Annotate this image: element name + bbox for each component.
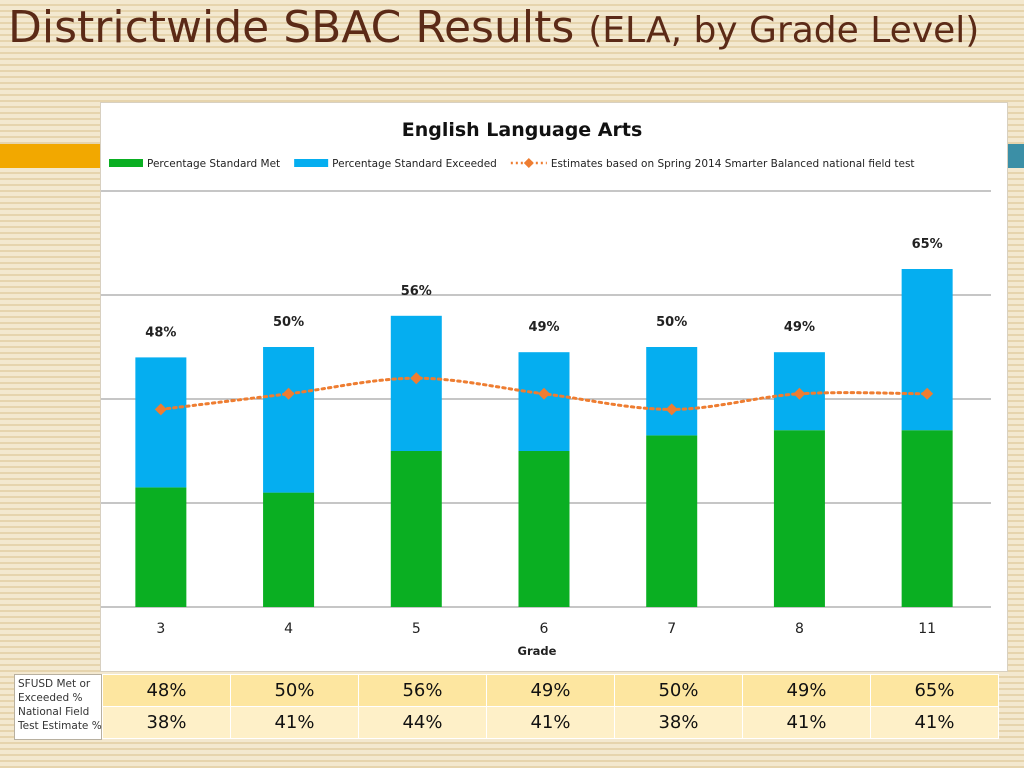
row2-label-line1: National Field — [18, 706, 90, 718]
x-tick-label: 4 — [284, 621, 293, 637]
bar-exceeded-4 — [263, 347, 315, 493]
x-tick-label: 3 — [156, 621, 165, 637]
x-axis-title: Grade — [518, 644, 557, 658]
bar-met-8 — [773, 430, 825, 607]
estimate-marker-11 — [921, 387, 934, 400]
legend-swatch-1 — [109, 159, 143, 167]
chart-svg: English Language Arts Percentage Standard… — [101, 119, 991, 658]
row1-label-line1: SFUSD Met or — [18, 678, 91, 690]
bar-exceeded-6 — [518, 352, 570, 451]
table-cell: 38% — [102, 706, 231, 739]
slide-title: Districtwide SBAC Results (ELA, by Grade… — [8, 2, 979, 53]
row2-label-line2: Test Estimate % — [18, 720, 102, 732]
table-row-met-exceeded: 48% 50% 56% 49% 50% 49% 65% — [102, 674, 999, 707]
table-cell: 41% — [486, 706, 615, 739]
bar-exceeded-11 — [901, 269, 953, 431]
accent-bar-left — [0, 144, 100, 168]
table-cell: 56% — [358, 674, 487, 707]
legend-label-1: Percentage Standard Met — [147, 158, 280, 170]
bar-total-label: 48% — [145, 325, 176, 340]
slide-title-main: Districtwide SBAC Results — [8, 2, 575, 53]
table-cell: 44% — [358, 706, 487, 739]
bar-total-label: 49% — [784, 320, 815, 335]
chart-panel: English Language Arts Percentage Standard… — [100, 102, 1008, 672]
bar-met-7 — [646, 435, 698, 607]
bar-total-label: 56% — [401, 284, 432, 299]
bar-total-label: 50% — [656, 315, 687, 330]
slide-title-subtitle: (ELA, by Grade Level) — [588, 10, 980, 51]
table-cell: 41% — [230, 706, 359, 739]
table-cell: 50% — [614, 674, 743, 707]
bar-exceeded-3 — [135, 357, 187, 488]
bar-met-11 — [901, 430, 953, 607]
x-tick-label: 6 — [540, 621, 549, 637]
bar-total-label: 49% — [528, 320, 559, 335]
bar-exceeded-7 — [646, 347, 698, 436]
data-table: 48% 50% 56% 49% 50% 49% 65% 38% 41% 44% … — [102, 674, 999, 739]
row1-label-line2: Exceeded % — [18, 692, 83, 704]
estimate-marker-3 — [154, 403, 167, 416]
x-tick-label: 8 — [795, 621, 804, 637]
bar-met-3 — [135, 487, 187, 607]
x-tick-label: 5 — [412, 621, 421, 637]
chart-title: English Language Arts — [402, 119, 643, 141]
estimate-marker-7 — [665, 403, 678, 416]
table-row-field-estimate: 38% 41% 44% 41% 38% 41% 41% — [102, 706, 999, 739]
bar-total-label: 65% — [912, 237, 943, 252]
estimate-marker-5 — [410, 372, 423, 385]
table-row-labels: SFUSD Met or Exceeded % National Field T… — [14, 674, 102, 740]
estimate-marker-4 — [282, 387, 295, 400]
estimate-marker-6 — [538, 387, 550, 400]
bar-total-label: 50% — [273, 315, 304, 330]
legend-marker — [523, 158, 534, 168]
table-cell: 38% — [614, 706, 743, 739]
table-cell: 50% — [230, 674, 359, 707]
legend-swatch-2 — [294, 159, 329, 167]
table-cell: 49% — [742, 674, 871, 707]
table-cell: 41% — [742, 706, 871, 739]
legend-label-3: Estimates based on Spring 2014 Smarter B… — [551, 158, 915, 170]
table-cell: 48% — [102, 674, 231, 707]
legend-label-2: Percentage Standard Exceeded — [332, 158, 497, 170]
bar-met-4 — [263, 492, 315, 607]
bar-met-5 — [390, 451, 442, 607]
x-tick-label: 7 — [667, 621, 676, 637]
estimate-marker-8 — [793, 387, 806, 400]
table-cell: 41% — [870, 706, 999, 739]
table-cell: 65% — [870, 674, 999, 707]
accent-bar-right — [1008, 144, 1024, 168]
table-cell: 49% — [486, 674, 615, 707]
x-tick-label: 11 — [918, 621, 936, 637]
bar-met-6 — [518, 451, 570, 607]
